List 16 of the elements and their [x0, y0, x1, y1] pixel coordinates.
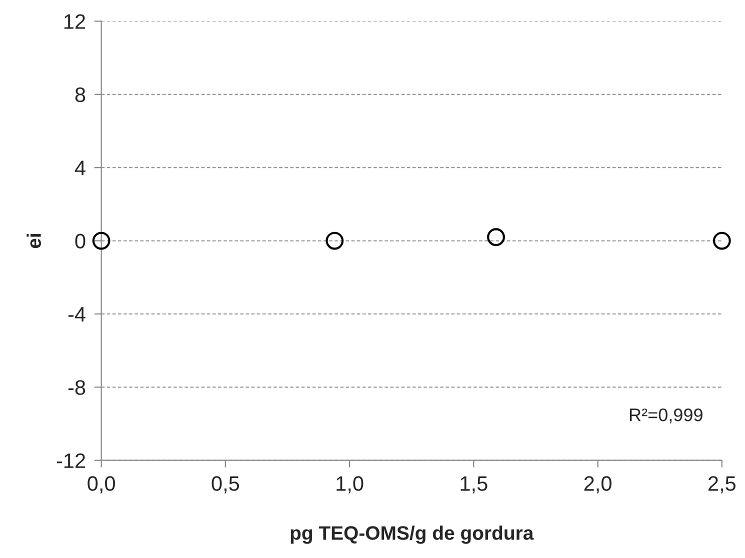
annotation: R²=0,999 [630, 408, 702, 424]
y-tick-label: -4 [68, 307, 86, 322]
x-tick-label: 2,0 [584, 476, 612, 494]
y-axis-title: ei [26, 234, 41, 248]
x-axis-title: pg TEQ-OMS/g de gordura [290, 526, 534, 544]
y-tick-label: 0 [75, 234, 86, 249]
x-tick-label: 1,0 [336, 476, 364, 494]
x-tick-label: 1,5 [460, 476, 488, 494]
y-tick-label: -12 [56, 453, 85, 468]
y-tick-label: 8 [75, 87, 86, 102]
y-tick-label: 4 [74, 160, 86, 176]
x-tick-label: 2,5 [708, 476, 736, 494]
x-tick-label: 0,5 [212, 476, 240, 494]
y-tick-label: 12 [64, 14, 85, 29]
y-tick-label: -8 [68, 380, 86, 395]
x-tick-label: 0,0 [88, 476, 115, 494]
